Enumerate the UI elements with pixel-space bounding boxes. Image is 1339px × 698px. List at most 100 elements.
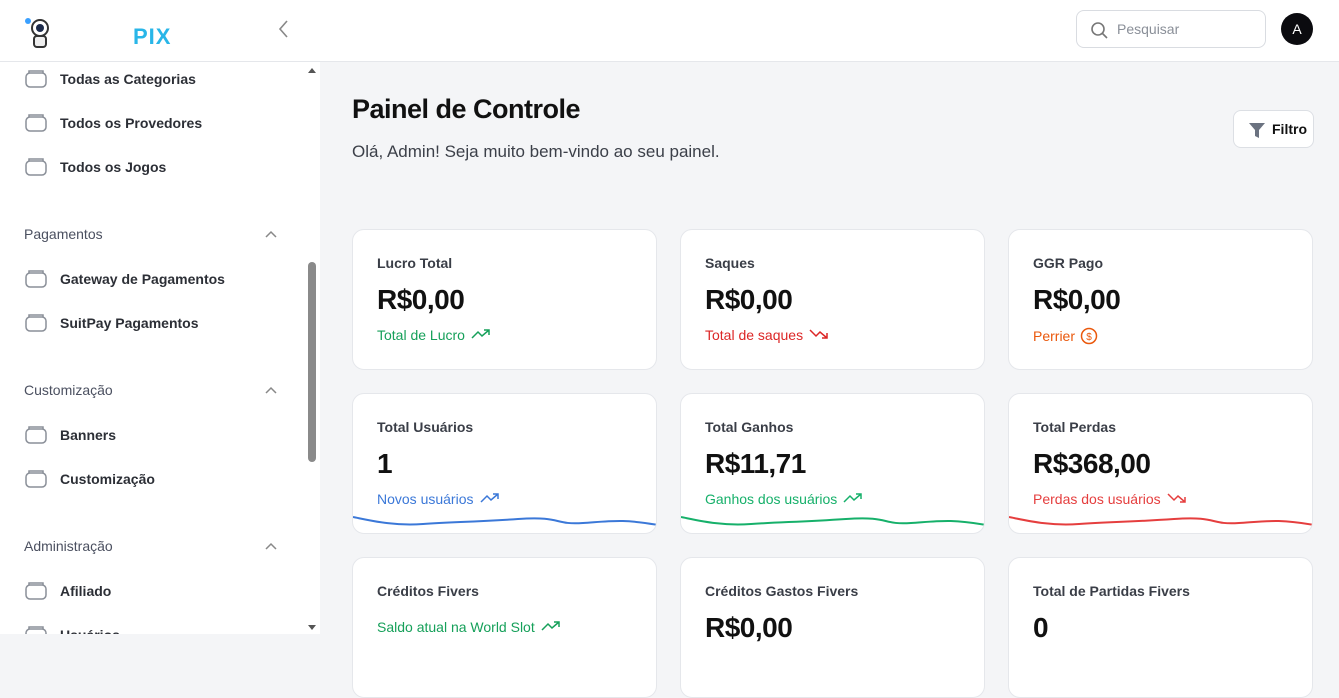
scroll-down[interactable] xyxy=(307,624,317,632)
menu-item[interactable]: Usuários xyxy=(24,624,120,634)
card-value-text: 0 xyxy=(1033,612,1049,643)
stat-card: Lucro Total R$0,00 Total de Lucro xyxy=(352,229,657,370)
stat-card: Créditos Fivers Saldo atual na World Slot xyxy=(352,557,657,698)
card-value-text: R$0,00 xyxy=(1033,284,1121,315)
menu-item[interactable]: SuitPay Pagamentos xyxy=(24,312,199,334)
filter-button[interactable]: Filtro xyxy=(1233,110,1314,148)
card-label: Total Usuários xyxy=(377,419,473,435)
card-label-text: Lucro Total xyxy=(377,255,453,271)
menu-item[interactable]: Customização xyxy=(24,468,155,490)
menu-item[interactable]: Banners xyxy=(24,424,116,446)
card-value-text: R$0,00 xyxy=(705,612,793,643)
scroll-up[interactable] xyxy=(307,66,317,74)
filter-label: Filtro xyxy=(1272,121,1307,137)
card-value: R$0,00 xyxy=(377,284,465,316)
stat-card: Total de Partidas Fivers 0 xyxy=(1008,557,1313,698)
header: PIX Pesquisar A xyxy=(0,0,1339,62)
subtitle: Olá, Admin! Seja muito bem-vindo ao seu … xyxy=(352,142,720,161)
card-label-text: Créditos Fivers xyxy=(377,583,479,599)
card-note-text: Novos usuários xyxy=(377,491,474,507)
stat-card: Créditos Gastos Fivers R$0,00 xyxy=(680,557,985,698)
collapse-button[interactable] xyxy=(276,19,292,39)
section-header-text: Administração xyxy=(24,538,113,554)
card-label: GGR Pago xyxy=(1033,255,1103,271)
card-label-text: Total de Partidas Fivers xyxy=(1033,583,1190,599)
avatar[interactable]: A xyxy=(1281,13,1313,45)
menu-item[interactable]: Todas as Categorias xyxy=(24,68,196,90)
sparkline xyxy=(1009,516,1312,526)
card-value: R$0,00 xyxy=(1033,284,1121,316)
search-placeholder: Pesquisar xyxy=(1117,21,1180,37)
card-value: R$0,00 xyxy=(705,284,793,316)
menu-item[interactable]: Gateway de Pagamentos xyxy=(24,268,225,290)
section-header-text: Customização xyxy=(24,382,113,398)
menu-item-text: Usuários xyxy=(60,627,120,634)
sparkline xyxy=(353,516,656,526)
card-label: Saques xyxy=(705,255,755,271)
card-value: R$368,00 xyxy=(1033,448,1151,480)
card-label-text: GGR Pago xyxy=(1033,255,1104,271)
menu-item-text: Todos os Provedores xyxy=(60,115,203,131)
card-note: Ganhos dos usuários xyxy=(705,491,863,507)
card-value: R$0,00 xyxy=(705,612,793,644)
sidebar: Todas as Categorias Todos os Provedores To… xyxy=(0,62,320,634)
card-label-text: Saques xyxy=(705,255,755,271)
card-note-text: Total de saques xyxy=(705,327,804,343)
section-header-text: Pagamentos xyxy=(24,226,103,242)
card-note-text: Perdas dos usuários xyxy=(1033,491,1161,507)
card-label: Total de Partidas Fivers xyxy=(1033,583,1190,599)
card-value: 1 xyxy=(377,448,393,480)
card-label-text: Total Ganhos xyxy=(705,419,794,435)
menu-item[interactable]: Todos os Provedores xyxy=(24,112,202,134)
card-value: R$11,71 xyxy=(705,448,806,480)
card-note: Perrier $ xyxy=(1033,327,1098,345)
card-note-text: Saldo atual na World Slot xyxy=(377,619,535,635)
search-box[interactable]: Pesquisar xyxy=(1076,10,1266,48)
card-note: Total de saques xyxy=(705,327,829,343)
card-value-text: R$11,71 xyxy=(705,448,806,479)
card-note-text: Ganhos dos usuários xyxy=(705,491,838,507)
stat-card: Total Usuários 1 Novos usuários xyxy=(352,393,657,534)
page-title: Painel de Controle xyxy=(352,94,581,124)
logo-icon xyxy=(25,18,49,48)
menu-item-text: SuitPay Pagamentos xyxy=(60,315,199,331)
stat-card: GGR Pago R$0,00 Perrier $ xyxy=(1008,229,1313,370)
card-label: Créditos Fivers xyxy=(377,583,479,599)
card-note-text: Total de Lucro xyxy=(377,327,465,343)
menu-item[interactable]: Todos os Jogos xyxy=(24,156,166,178)
logo: PIX xyxy=(133,24,172,49)
scrollbar[interactable] xyxy=(308,262,316,462)
card-label: Total Ganhos xyxy=(705,419,793,435)
menu-item[interactable]: Afiliado xyxy=(24,580,111,602)
menu-item-text: Todos os Jogos xyxy=(60,159,167,175)
card-value-text: R$0,00 xyxy=(377,284,465,315)
svg-text:$: $ xyxy=(1086,332,1092,343)
stat-card: Saques R$0,00 Total de saques xyxy=(680,229,985,370)
sparkline xyxy=(681,516,984,526)
card-note: Novos usuários xyxy=(377,491,500,507)
card-note: Saldo atual na World Slot xyxy=(377,619,561,635)
section-header[interactable]: Administração xyxy=(24,538,278,554)
menu-item-text: Gateway de Pagamentos xyxy=(60,271,225,287)
card-label: Créditos Gastos Fivers xyxy=(705,583,858,599)
card-note: Total de Lucro xyxy=(377,327,491,343)
card-value-text: R$368,00 xyxy=(1033,448,1151,479)
card-value: 0 xyxy=(1033,612,1049,644)
card-label: Lucro Total xyxy=(377,255,452,271)
section-header[interactable]: Customização xyxy=(24,382,278,398)
section-header[interactable]: Pagamentos xyxy=(24,226,278,242)
menu-item-text: Afiliado xyxy=(60,583,112,599)
card-label-text: Total Perdas xyxy=(1033,419,1116,435)
stat-card: Total Ganhos R$11,71 Ganhos dos usuários xyxy=(680,393,985,534)
stat-card: Total Perdas R$368,00 Perdas dos usuários xyxy=(1008,393,1313,534)
card-label-text: Créditos Gastos Fivers xyxy=(705,583,859,599)
menu-item-text: Banners xyxy=(60,427,117,443)
menu-item-text: Todas as Categorias xyxy=(60,71,196,87)
card-label: Total Perdas xyxy=(1033,419,1116,435)
card-value-text: R$0,00 xyxy=(705,284,793,315)
card-note-text: Perrier xyxy=(1033,328,1076,344)
card-note: Perdas dos usuários xyxy=(1033,491,1187,507)
card-label-text: Total Usuários xyxy=(377,419,474,435)
menu-item-text: Customização xyxy=(60,471,155,487)
